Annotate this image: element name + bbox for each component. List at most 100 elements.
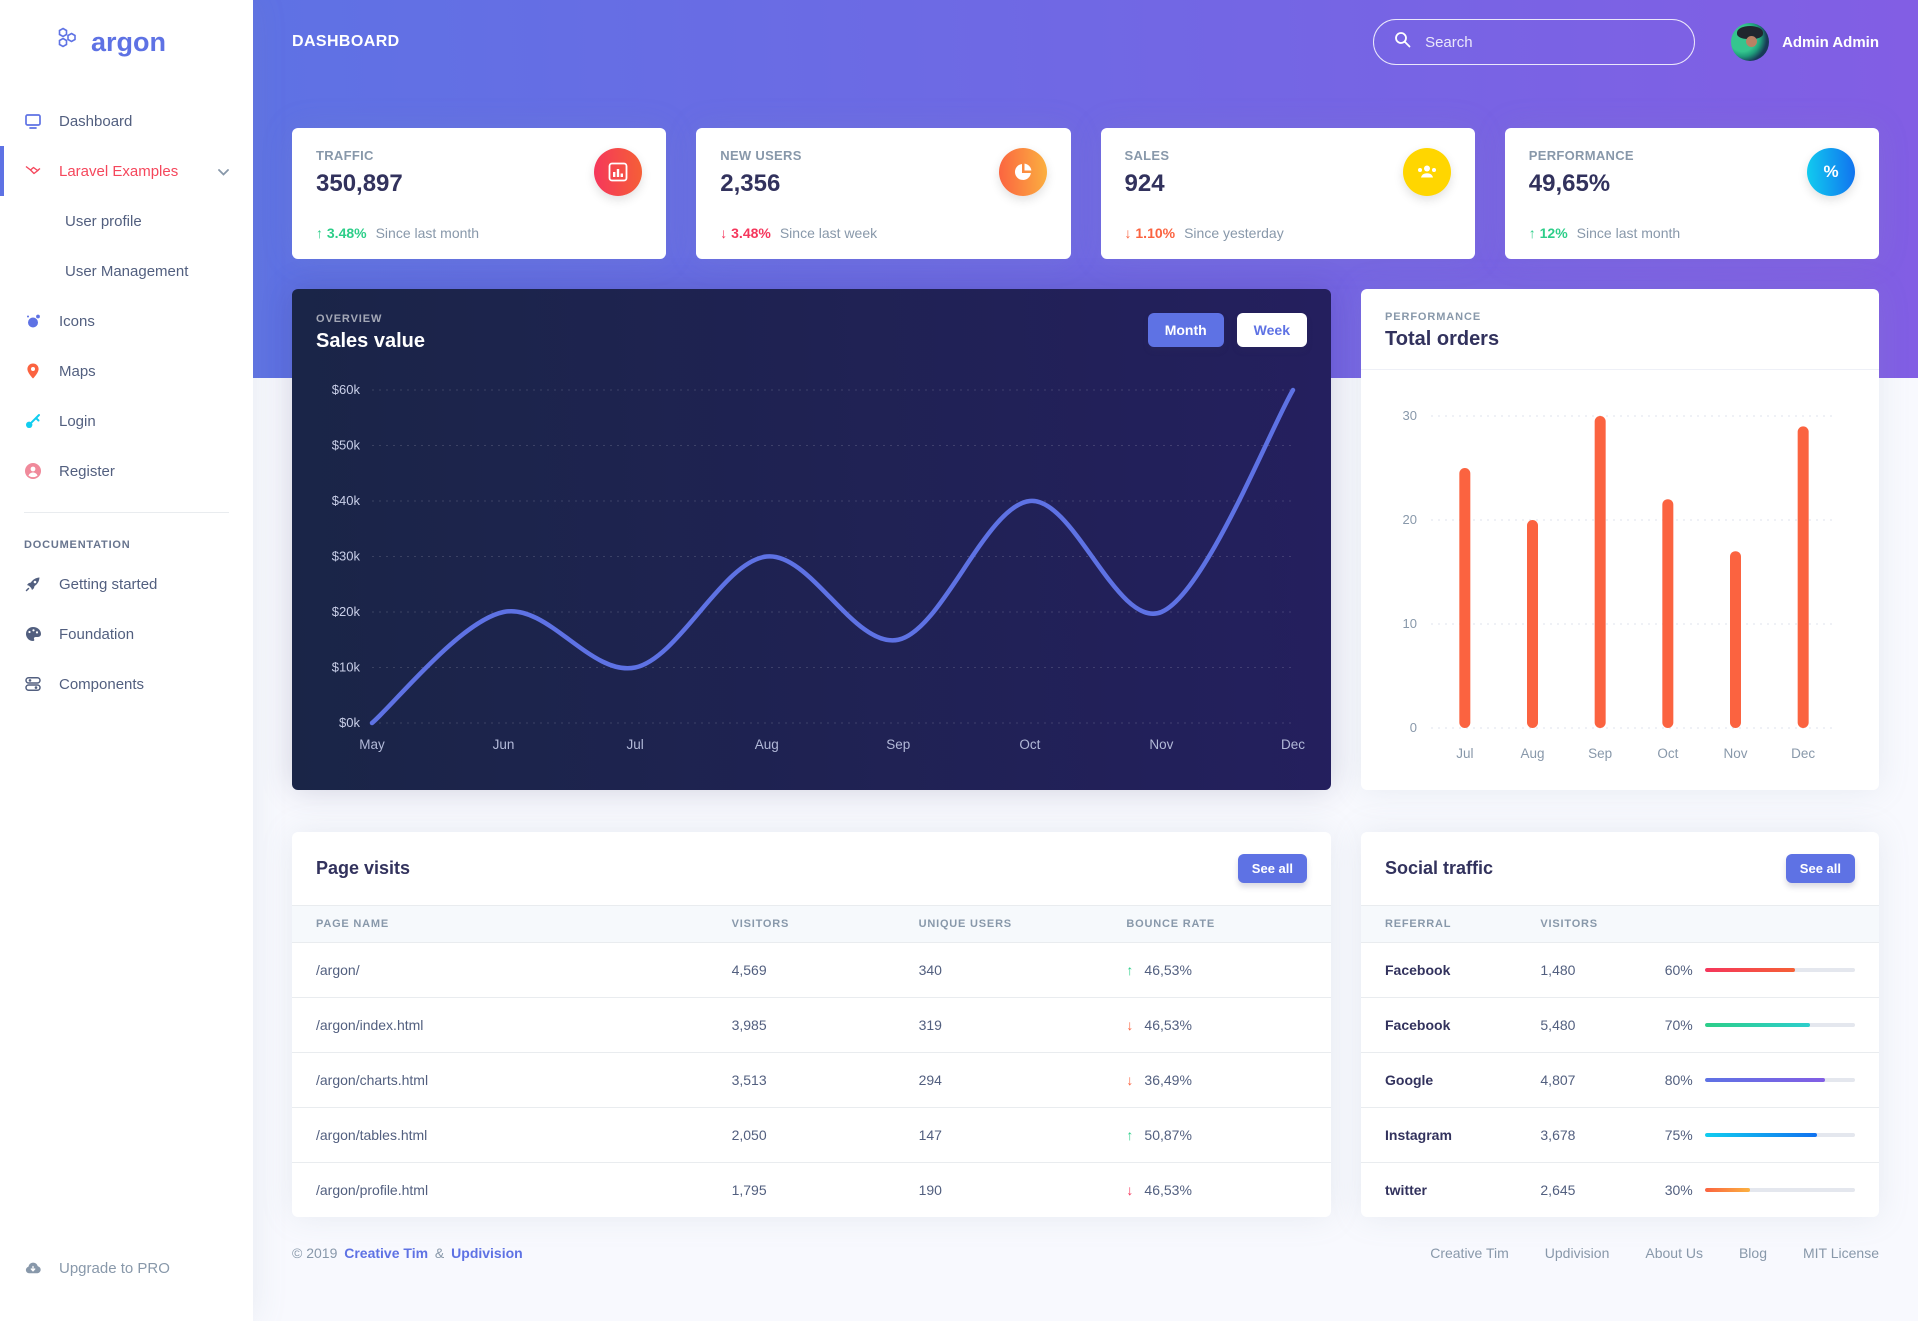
- card-title: Page visits: [316, 858, 411, 878]
- sidebar-item-user-profile[interactable]: User profile: [65, 212, 142, 230]
- progress-cell: 30%: [1640, 1162, 1879, 1217]
- unique-users-cell: 294: [894, 1052, 1103, 1108]
- trend-up-icon: ↑: [1126, 962, 1134, 978]
- trend-down-icon: ↓: [1126, 1017, 1134, 1033]
- avatar[interactable]: [1731, 23, 1770, 61]
- progress-cell: 60%: [1641, 943, 1879, 998]
- map-pin-icon: [24, 362, 42, 380]
- footer-link-blog[interactable]: Blog: [1738, 1245, 1767, 1261]
- sidebar-item-foundation[interactable]: Foundation: [0, 609, 253, 659]
- progress-cell: 80%: [1640, 1052, 1879, 1108]
- order-bar: [1594, 416, 1606, 728]
- visitors-cell: 1,480: [1540, 962, 1576, 978]
- charts-row: OVERVIEW Sales value Month Week $0k $10k $…: [292, 289, 1879, 790]
- sidebar-item-components[interactable]: Components: [0, 659, 253, 709]
- brand-logo[interactable]: argon: [0, 0, 253, 84]
- palette-icon: [24, 625, 42, 643]
- stat-label: TRAFFIC: [316, 148, 374, 163]
- stat-card-new-users: NEW USERS 2,356 ↓ 3.48% Since last we: [696, 128, 1071, 259]
- y-tick-label: $30k: [332, 549, 361, 564]
- search-input[interactable]: [1423, 32, 1675, 52]
- stat-value: 350,897: [316, 170, 403, 197]
- tables-row: Page visits See all PAGE NAME VISITORS UNI…: [292, 832, 1879, 1217]
- x-tick-label: Sep: [1588, 746, 1612, 761]
- see-all-button[interactable]: See all: [1237, 854, 1307, 883]
- sidebar-item-maps[interactable]: Maps: [0, 346, 253, 396]
- month-button[interactable]: Month: [1147, 313, 1224, 347]
- bounce-rate-cell: ↓ 46,53%: [1102, 997, 1331, 1053]
- bounce-rate-cell: ↑ 46,53%: [1102, 943, 1331, 998]
- user-name: Admin Admin: [1782, 33, 1879, 51]
- visitors-cell: 4,807: [1516, 1052, 1641, 1108]
- footer-link-creative-tim[interactable]: Creative Tim: [1430, 1245, 1509, 1261]
- card-title: Sales value: [316, 330, 425, 352]
- cloud-download-icon: [24, 1259, 42, 1277]
- sidebar-item-icons[interactable]: Icons: [0, 296, 253, 346]
- top-navbar: DASHBOARD Admin Admin: [292, 0, 1879, 84]
- referral-cell: Google: [1361, 1052, 1517, 1108]
- table-row: /argon/index.html 3,985 319 ↓ 46,53%: [292, 997, 1331, 1053]
- bounce-rate-value: 46,53%: [1144, 1017, 1192, 1033]
- progress-track: [1704, 1188, 1855, 1192]
- table-row: /argon/profile.html 1,795 190 ↓ 46,53%: [292, 1162, 1331, 1217]
- visitors-cell: 1,795: [707, 1162, 895, 1217]
- table-row: /argon/tables.html 2,050 147 ↑ 50,87%: [292, 1107, 1331, 1163]
- progress-fill: [1704, 968, 1795, 972]
- footer-link-updivision[interactable]: Updivision: [1544, 1245, 1610, 1261]
- card-kicker: PERFORMANCE: [1385, 311, 1482, 323]
- sidebar-item-login[interactable]: Login: [0, 396, 253, 446]
- search-icon: [1394, 31, 1411, 53]
- percent-icon: %: [1807, 148, 1855, 196]
- y-tick-label: $50k: [332, 438, 361, 453]
- stat-note: Since last month: [1576, 225, 1681, 241]
- footer-link-creative-tim[interactable]: Creative Tim: [344, 1245, 429, 1261]
- progress-percent: 60%: [1664, 962, 1693, 978]
- card-title: Social traffic: [1385, 858, 1494, 878]
- sidebar-item-user-management[interactable]: User Management: [65, 262, 189, 280]
- sidebar-section-title: DOCUMENTATION: [24, 539, 131, 551]
- sidebar-item-laravel-examples[interactable]: Laravel Examples: [0, 146, 253, 196]
- search-box[interactable]: [1373, 19, 1696, 65]
- footer-link-updivision[interactable]: Updivision: [451, 1245, 523, 1261]
- total-orders-bar-chart-svg: 0 10 20 30 Jul Aug Sep Oct Nov Dec: [1403, 408, 1837, 761]
- progress-track: [1704, 1023, 1855, 1027]
- stat-value: 924: [1124, 170, 1165, 197]
- progress-fill: [1704, 1023, 1810, 1027]
- stat-note: Since last month: [375, 225, 480, 241]
- sidebar-item-register[interactable]: Register: [0, 446, 253, 496]
- week-button[interactable]: Week: [1236, 313, 1307, 347]
- stat-label: SALES: [1124, 148, 1170, 163]
- page-name-cell: /argon/index.html: [292, 997, 708, 1053]
- bounce-rate-value: 46,53%: [1144, 1182, 1192, 1198]
- users-icon: [1402, 148, 1451, 196]
- brand-name: argon: [91, 26, 167, 57]
- trend-down-icon: ↓: [1126, 1182, 1134, 1198]
- total-orders-card: PERFORMANCE Total orders 0 10 20 30 Jul Aug Se…: [1361, 289, 1879, 790]
- sidebar-divider: [24, 512, 229, 513]
- progress-cell: 75%: [1640, 1107, 1879, 1163]
- progress-track: [1704, 1078, 1855, 1082]
- order-bar: [1662, 499, 1674, 728]
- rocket-icon: [24, 575, 42, 593]
- page-visits-table: PAGE NAME VISITORS UNIQUE USERS BOUNCE RATE…: [292, 905, 1331, 1217]
- footer-link-about-us[interactable]: About Us: [1645, 1245, 1703, 1261]
- column-header: VISITORS: [1516, 905, 1641, 943]
- y-tick-label: 10: [1403, 616, 1417, 631]
- footer-link-mit-license[interactable]: MIT License: [1803, 1245, 1879, 1261]
- order-bar: [1459, 468, 1471, 728]
- sidebar-item-getting-started[interactable]: Getting started: [0, 559, 253, 609]
- user-menu[interactable]: Admin Admin: [1731, 23, 1879, 61]
- order-bar: [1730, 551, 1741, 728]
- progress-cell: 70%: [1640, 997, 1879, 1053]
- stat-value: 49,65%: [1528, 170, 1611, 197]
- x-tick-label: Dec: [1791, 746, 1815, 761]
- see-all-button[interactable]: See all: [1785, 854, 1855, 883]
- page-name-cell: /argon/: [316, 962, 360, 978]
- total-orders-bar-chart: 0 10 20 30 Jul Aug Sep Oct Nov Dec: [1361, 370, 1879, 790]
- card-title: Total orders: [1385, 328, 1500, 350]
- sidebar: argon Dashboard Laravel Examples: [0, 0, 253, 1321]
- components-icon: [24, 675, 42, 693]
- sidebar-item-dashboard[interactable]: Dashboard: [0, 96, 253, 146]
- sidebar-item-upgrade-to-pro[interactable]: Upgrade to PRO: [0, 1243, 253, 1293]
